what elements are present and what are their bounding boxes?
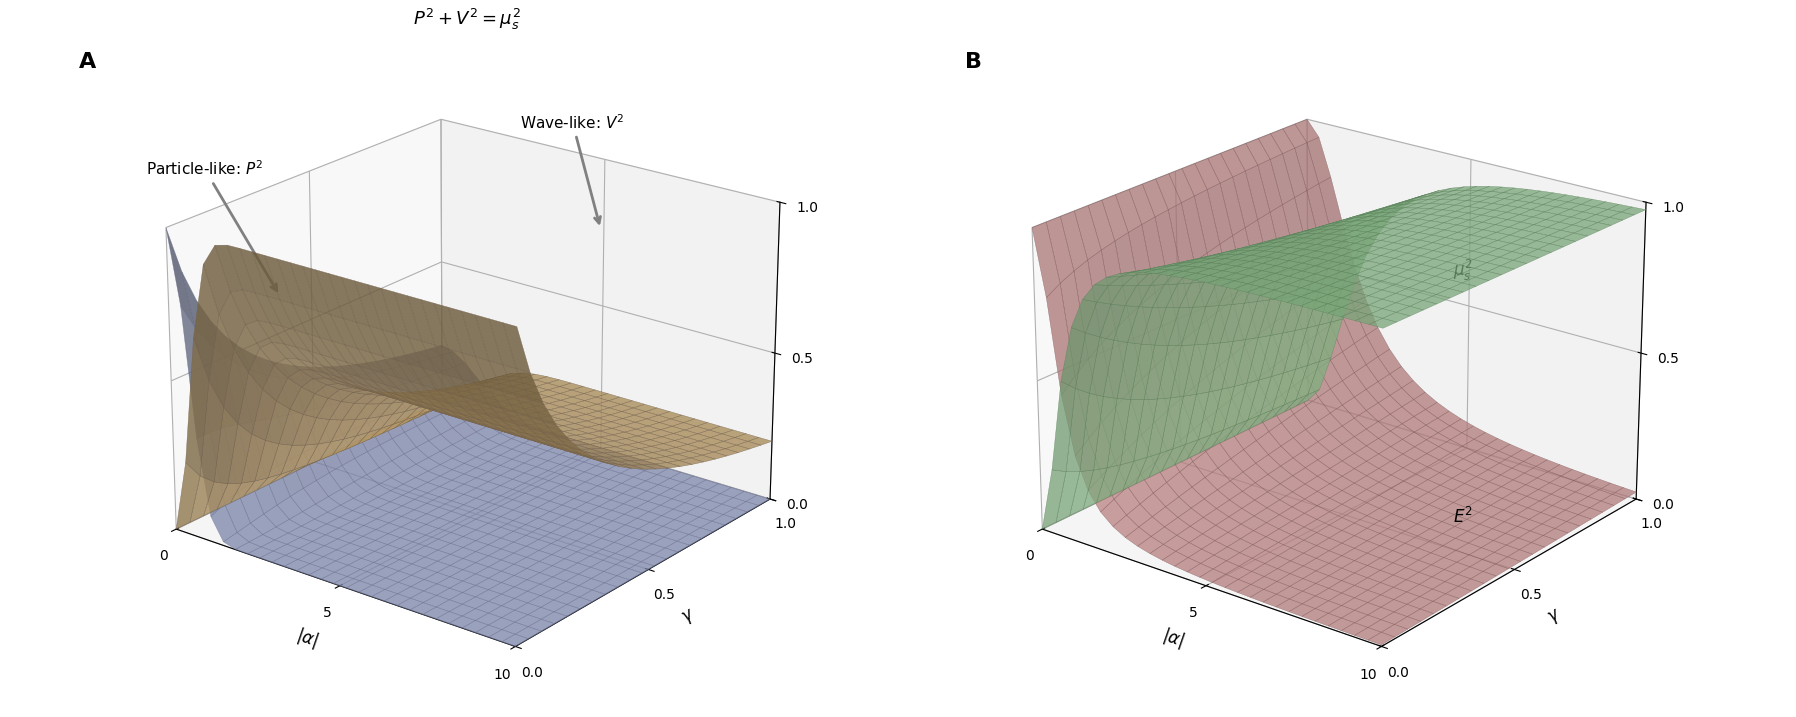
Y-axis label: $\gamma$: $\gamma$ <box>1545 607 1564 628</box>
Text: $\mu_s^2$: $\mu_s^2$ <box>1453 257 1473 282</box>
X-axis label: $|\alpha|$: $|\alpha|$ <box>293 624 321 652</box>
Text: Wave-like: $V^2$: Wave-like: $V^2$ <box>521 113 625 223</box>
Text: B: B <box>966 52 982 72</box>
Title: $P^2 + V^2 = \mu_s^2$: $P^2 + V^2 = \mu_s^2$ <box>413 7 521 32</box>
Text: Particle-like: $P^2$: Particle-like: $P^2$ <box>145 160 277 290</box>
Text: $E^2$: $E^2$ <box>1453 507 1473 527</box>
Text: A: A <box>79 52 97 72</box>
Y-axis label: $\gamma$: $\gamma$ <box>679 607 699 628</box>
X-axis label: $|\alpha|$: $|\alpha|$ <box>1160 624 1187 652</box>
